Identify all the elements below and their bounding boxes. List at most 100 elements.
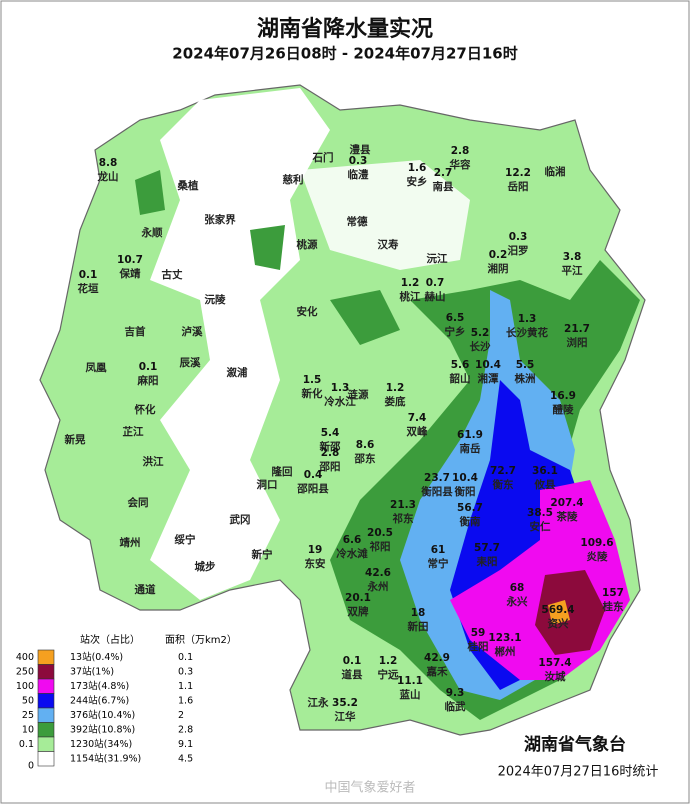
legend-level: 400 [16, 652, 34, 663]
station-name: 沅陵 [205, 293, 226, 306]
legend-area-header: 面积（万km2） [165, 634, 237, 646]
station-name: 衡南 [460, 515, 481, 528]
legend-count: 1230站(34%) [70, 738, 132, 750]
station-value: 2.8 [451, 145, 470, 157]
station-value: 20.5 [367, 527, 393, 539]
station-name: 祁东 [393, 512, 414, 525]
station-value: 7.4 [408, 412, 427, 424]
station-name: 赫山 [425, 290, 446, 303]
station-name: 桂东 [602, 600, 624, 613]
station-value: 61.9 [457, 429, 483, 441]
station-value: 0.1 [139, 361, 158, 373]
legend-area: 0.3 [178, 666, 193, 677]
station-value: 19 [308, 544, 323, 556]
station-name: 耒阳 [477, 555, 498, 568]
station-name: 湘阴 [488, 262, 509, 275]
station-name: 怀化 [135, 403, 156, 416]
station-name: 衡东 [493, 478, 514, 491]
station-name: 长沙 [470, 340, 491, 353]
title: 湖南省降水量实况 [257, 16, 433, 42]
station-name: 龙山 [97, 170, 119, 183]
legend-count: 1154站(31.9%) [70, 752, 141, 764]
station-name: 溆浦 [227, 366, 248, 379]
legend-level: 10 [22, 725, 34, 736]
legend-swatch [37, 722, 55, 738]
station-value: 5.2 [471, 327, 490, 339]
station-name: 茶陵 [556, 510, 578, 523]
legend-count: 13站(0.4%) [70, 651, 123, 663]
station-value: 1.2 [401, 277, 420, 289]
station-value: 1.3 [331, 382, 350, 394]
legend-level: 0.1 [19, 739, 34, 750]
station-name: 安仁 [530, 520, 551, 533]
legend-area: 2 [178, 710, 184, 721]
station-value: 42.6 [365, 567, 391, 579]
station-name: 洪江 [143, 455, 164, 468]
station-name: 城步 [195, 560, 216, 573]
station-value: 42.9 [424, 652, 450, 664]
legend-count: 37站(1%) [70, 665, 114, 677]
station-name: 澧县 [350, 143, 371, 156]
station-value: 12.2 [505, 167, 531, 179]
station-name: 冷水江 [324, 395, 356, 408]
station-name: 衡阳 [455, 485, 476, 498]
station-name: 临武 [445, 700, 466, 713]
station-name: 攸县 [534, 478, 556, 491]
station-name: 醴陵 [553, 403, 574, 416]
station-name: 常宁 [428, 557, 449, 570]
station-name: 华容 [450, 158, 471, 171]
station-name: 临澧 [348, 168, 369, 181]
station-name: 临湘 [545, 165, 566, 178]
station-value: 157 [602, 587, 624, 599]
station-value: 1.2 [379, 655, 398, 667]
station-name: 石门 [312, 151, 334, 164]
station-value: 0.4 [304, 469, 323, 481]
station-name: 常德 [347, 215, 368, 228]
station-value: 20.1 [345, 592, 371, 604]
station-name: 邵东 [354, 452, 376, 465]
legend-count: 392站(10.8%) [70, 723, 135, 735]
station-value: 10.4 [452, 472, 478, 484]
station-name: 韶山 [450, 372, 471, 385]
station-value: 5.6 [451, 359, 470, 371]
station-name: 双牌 [347, 605, 369, 618]
legend-level: 50 [22, 696, 34, 707]
station-name: 新宁 [252, 548, 273, 561]
station-name: 新田 [408, 620, 429, 633]
station-name: 会同 [128, 496, 149, 509]
station-value: 0.3 [349, 155, 368, 167]
station-name: 江永 [308, 696, 329, 709]
station-value: 0.7 [426, 277, 445, 289]
station-name: 南岳 [460, 442, 481, 455]
station-name: 双峰 [406, 425, 428, 438]
station-value: 36.1 [532, 465, 558, 477]
station-value: 1.3 [518, 313, 537, 325]
station-name: 南县 [433, 180, 454, 193]
station-name: 浏阳 [567, 336, 588, 349]
legend-swatch [37, 664, 55, 680]
station-name: 桑植 [177, 179, 199, 192]
station-name: 永兴 [506, 595, 528, 608]
station-value: 0.1 [79, 269, 98, 281]
station-name: 邵阳 [319, 461, 341, 473]
station-value: 21.3 [390, 499, 416, 511]
map-shapes [39, 84, 646, 736]
station-name: 沅江 [427, 252, 448, 265]
legend-swatch [37, 736, 55, 752]
station-name: 涟源 [348, 388, 369, 401]
station-name: 株洲 [515, 372, 536, 385]
station-name: 新晃 [65, 433, 86, 446]
station-value: 61 [431, 544, 446, 556]
legend-area: 1.6 [178, 695, 193, 706]
station-value: 109.6 [580, 537, 613, 549]
station-name: 安化 [297, 305, 318, 318]
station-value: 5.4 [321, 427, 340, 439]
station-value: 3.8 [563, 251, 582, 263]
legend-area: 1.1 [178, 681, 193, 692]
legend-level: 25 [22, 710, 34, 721]
station-name: 泸溪 [182, 325, 203, 338]
station-labels: 8.8龙山0.3临澧1.6安乡2.8华容2.7南县12.2岳阳0.3汨罗0.2湘… [65, 143, 624, 723]
legend-swatch [37, 649, 55, 665]
